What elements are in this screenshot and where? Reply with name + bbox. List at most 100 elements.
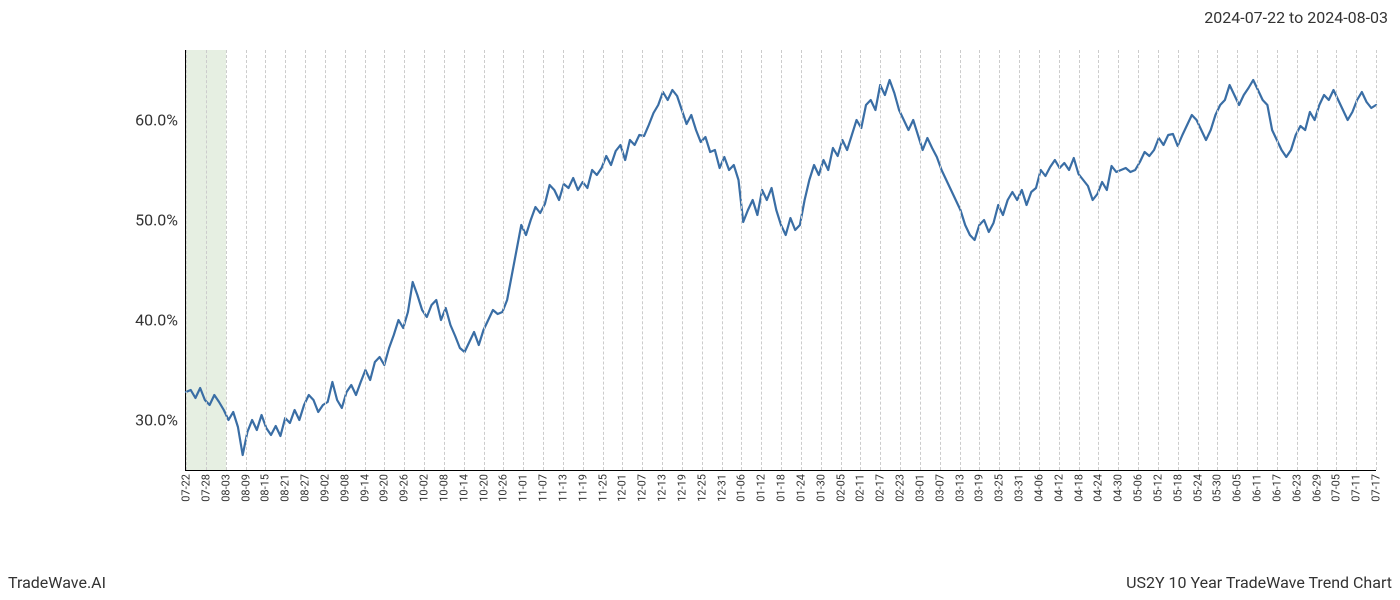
grid-line [186,50,187,470]
grid-line [761,50,762,470]
grid-line [682,50,683,470]
grid-line [999,50,1000,470]
grid-line [1237,50,1238,470]
grid-line [603,50,604,470]
grid-line [285,50,286,470]
grid-line [583,50,584,470]
grid-line [265,50,266,470]
x-tick-label: 02-05 [834,470,847,502]
grid-line [1257,50,1258,470]
x-tick-label: 09-20 [378,470,391,502]
x-tick-label: 04-06 [1032,470,1045,502]
plot-area: 30.0%40.0%50.0%60.0%07-2207-2808-0308-09… [185,50,1376,471]
grid-line [821,50,822,470]
grid-line [246,50,247,470]
x-tick-label: 07-22 [180,470,193,502]
x-tick-label: 01-06 [735,470,748,502]
grid-line [404,50,405,470]
grid-line [900,50,901,470]
grid-line [1277,50,1278,470]
x-tick-label: 06-11 [1251,470,1264,502]
grid-line [920,50,921,470]
grid-line [226,50,227,470]
x-tick-label: 11-07 [537,470,550,502]
x-tick-label: 08-03 [219,470,232,502]
x-tick-label: 01-18 [775,470,788,502]
grid-line [345,50,346,470]
chart-title: US2Y 10 Year TradeWave Trend Chart [1126,573,1392,592]
x-tick-label: 05-24 [1191,470,1204,502]
x-tick-label: 10-02 [418,470,431,502]
grid-line [1336,50,1337,470]
grid-line [1158,50,1159,470]
x-tick-label: 09-26 [398,470,411,502]
x-tick-label: 01-30 [814,470,827,502]
x-tick-label: 09-08 [338,470,351,502]
grid-line [464,50,465,470]
x-tick-label: 12-31 [715,470,728,502]
x-tick-label: 05-18 [1171,470,1184,502]
grid-line [563,50,564,470]
x-tick-label: 05-06 [1132,470,1145,502]
x-tick-label: 08-15 [259,470,272,502]
x-tick-label: 07-05 [1330,470,1343,502]
grid-line [503,50,504,470]
grid-line [642,50,643,470]
grid-line [662,50,663,470]
x-tick-label: 02-17 [874,470,887,502]
x-tick-label: 12-25 [695,470,708,502]
x-tick-label: 02-23 [894,470,907,502]
grid-line [1198,50,1199,470]
grid-line [325,50,326,470]
x-tick-label: 04-30 [1112,470,1125,502]
x-tick-label: 12-01 [616,470,629,502]
x-tick-label: 11-01 [517,470,530,502]
grid-line [722,50,723,470]
x-tick-label: 08-09 [239,470,252,502]
y-tick-label: 50.0% [135,211,186,230]
x-tick-label: 06-05 [1231,470,1244,502]
x-tick-label: 05-12 [1151,470,1164,502]
x-tick-label: 02-11 [854,470,867,502]
grid-line [444,50,445,470]
x-tick-label: 07-17 [1370,470,1383,502]
grid-line [781,50,782,470]
x-tick-label: 10-20 [477,470,490,502]
grid-line [801,50,802,470]
x-tick-label: 07-28 [199,470,212,502]
x-tick-label: 11-13 [556,470,569,502]
brand-label: TradeWave.AI [8,573,106,592]
grid-line [1059,50,1060,470]
grid-line [305,50,306,470]
grid-line [622,50,623,470]
x-tick-label: 10-08 [437,470,450,502]
grid-line [702,50,703,470]
y-tick-label: 40.0% [135,311,186,330]
y-tick-label: 60.0% [135,111,186,130]
grid-line [1019,50,1020,470]
x-tick-label: 03-13 [953,470,966,502]
x-tick-label: 12-07 [636,470,649,502]
x-tick-label: 09-14 [358,470,371,502]
x-tick-label: 10-26 [497,470,510,502]
x-tick-label: 06-23 [1290,470,1303,502]
x-tick-label: 11-19 [576,470,589,502]
x-tick-label: 06-17 [1270,470,1283,502]
grid-line [365,50,366,470]
grid-line [1178,50,1179,470]
x-tick-label: 03-07 [933,470,946,502]
x-tick-label: 04-12 [1052,470,1065,502]
x-tick-label: 01-12 [755,470,768,502]
grid-line [1098,50,1099,470]
grid-line [960,50,961,470]
grid-line [1138,50,1139,470]
grid-line [1376,50,1377,470]
grid-line [1118,50,1119,470]
x-tick-label: 10-14 [457,470,470,502]
x-tick-label: 01-24 [794,470,807,502]
x-tick-label: 03-25 [993,470,1006,502]
grid-line [741,50,742,470]
grid-line [1217,50,1218,470]
y-tick-label: 30.0% [135,411,186,430]
x-tick-label: 12-13 [656,470,669,502]
